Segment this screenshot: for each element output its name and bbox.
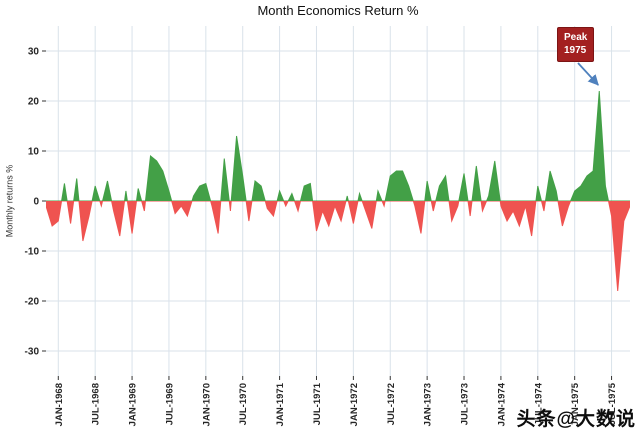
x-tick-label: JAN-1970 (201, 383, 212, 426)
y-tick-label: 0 (33, 197, 39, 208)
x-tick-label: JUL-1972 (386, 383, 397, 425)
x-tick-label: JAN-1975 (570, 382, 581, 426)
y-tick-label: 30 (28, 47, 40, 58)
chart-title: Month Economics Return % (257, 3, 419, 18)
area-positive (46, 90, 630, 201)
x-tick-label: JUL-1968 (91, 383, 102, 425)
y-tick-label: 20 (28, 97, 40, 108)
peak-annotation: Peak 1975 (557, 27, 595, 62)
y-tick-label: -20 (25, 297, 40, 308)
y-tick-label: -30 (25, 347, 40, 358)
x-tick-label: JAN-1969 (128, 383, 139, 426)
x-tick-label: JUL-1974 (533, 382, 544, 425)
x-tick-label: JAN-1974 (496, 382, 507, 426)
annotation-arrow (577, 62, 599, 86)
peak-annotation-line2: 1975 (564, 45, 587, 56)
x-tick-label: JUL-1971 (312, 382, 323, 425)
x-tick-label: JUL-1969 (164, 383, 175, 425)
x-tick-label: JAN-1972 (349, 383, 360, 426)
x-tick-label: JAN-1971 (275, 382, 286, 426)
peak-annotation-line1: Peak (564, 32, 588, 43)
x-tick-label: JUL-1975 (607, 382, 618, 425)
y-tick-label: -10 (25, 247, 40, 258)
x-tick-label: JUL-1970 (238, 383, 249, 425)
x-tick-label: JAN-1973 (423, 383, 434, 426)
area-negative (46, 201, 630, 292)
watermark: 头条@大数说 (516, 409, 636, 430)
x-tick-label: JUL-1973 (460, 383, 471, 425)
y-tick-label: 10 (28, 147, 40, 158)
x-tick-label: JAN-1968 (54, 383, 65, 426)
